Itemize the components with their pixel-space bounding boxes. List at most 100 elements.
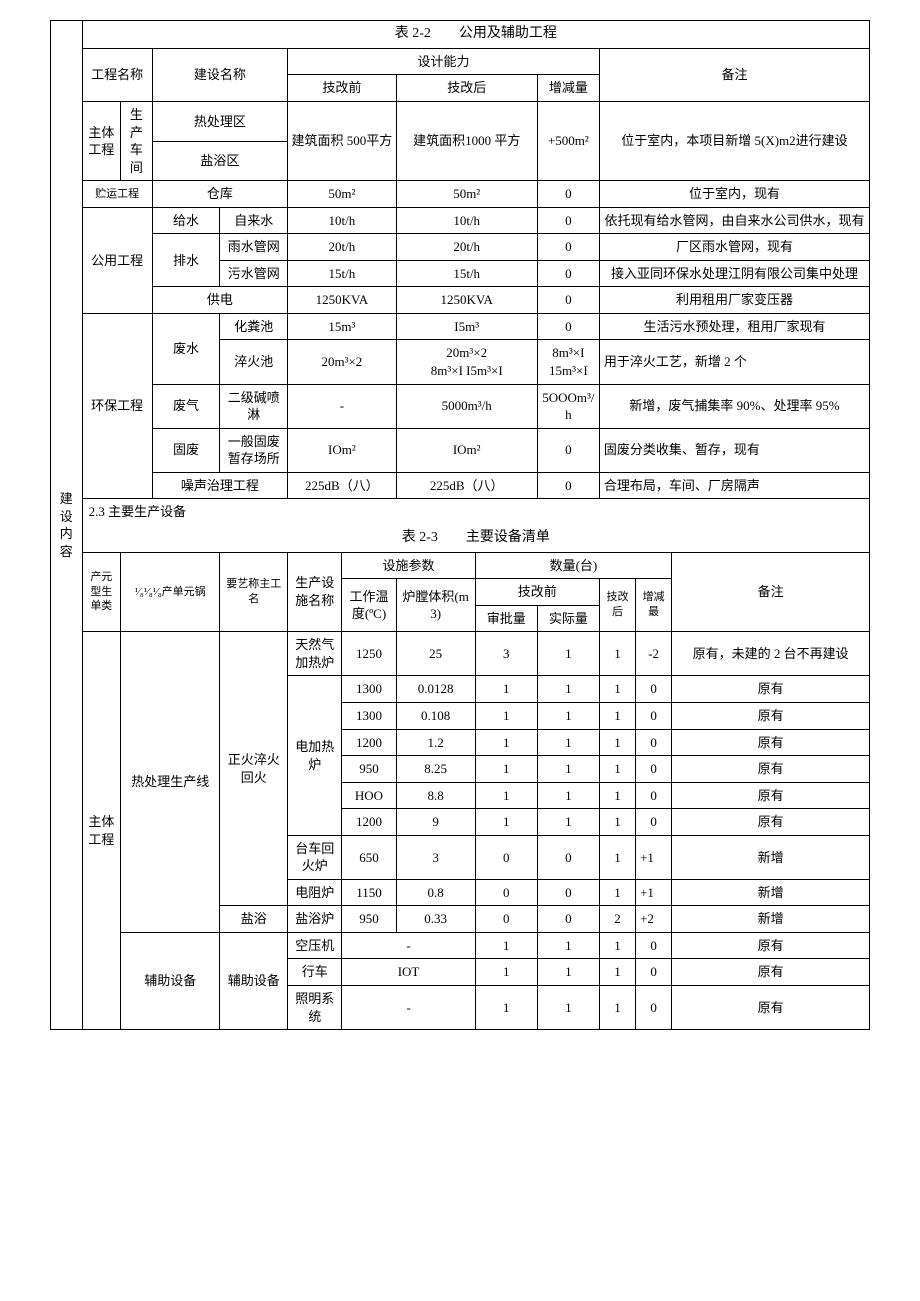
cell: 仓库: [152, 181, 288, 208]
cell: 0: [636, 729, 672, 756]
cell: +1: [636, 879, 672, 906]
page: 建设内容 表 2-2 公用及辅助工程 工程名称 建设名称 设计能力 备注 技改前…: [50, 20, 870, 1030]
cell: 原有: [672, 676, 870, 703]
cell: 8.8: [396, 782, 475, 809]
cell: 0: [475, 835, 537, 879]
cell: 5OOOm³/h: [537, 384, 599, 428]
cell: -2: [636, 632, 672, 676]
cell: 0: [636, 756, 672, 783]
cell: 新增: [672, 835, 870, 879]
cell: 1: [475, 809, 537, 836]
cell: 盐浴炉: [288, 906, 342, 933]
cell: 1: [599, 879, 635, 906]
cell: 固废分类收集、暂存，现有: [599, 428, 869, 472]
cell: 废气: [152, 384, 220, 428]
cell: 1: [475, 676, 537, 703]
cell: 3: [396, 835, 475, 879]
cell: 1: [599, 703, 635, 730]
table-row: 排水 雨水管网 20t/h 20t/h 0 厂区雨水管网，现有: [51, 234, 870, 261]
cell: 1: [475, 756, 537, 783]
cell: 1: [537, 756, 599, 783]
cell: 辅助设备: [121, 932, 220, 1029]
t23-h2: ¹⁄₈¹⁄₈¹⁄₈产单元锅: [121, 552, 220, 632]
cell: HOO: [342, 782, 396, 809]
cell: 1200: [342, 729, 396, 756]
table-row: 固废 一般固废暂存场所 IOm² IOm² 0 固废分类收集、暂存，现有: [51, 428, 870, 472]
cell: 热处理生产线: [121, 632, 220, 933]
cell: 50m²: [396, 181, 537, 208]
t23-h6a: 技改前: [475, 579, 599, 606]
cell: 天然气加热炉: [288, 632, 342, 676]
cell: 用于淬火工艺，新增 2 个: [599, 340, 869, 384]
t23-h6a1: 审批量: [475, 605, 537, 632]
cell: 0.8: [396, 879, 475, 906]
t23-h5b: 炉膛体积(m3): [396, 579, 475, 632]
t22-h-name: 工程名称: [82, 48, 152, 101]
outer-table: 建设内容 表 2-2 公用及辅助工程 工程名称 建设名称 设计能力 备注 技改前…: [50, 20, 870, 1030]
cell: 原有: [672, 729, 870, 756]
cell: 1300: [342, 703, 396, 730]
cell: 1.2: [396, 729, 475, 756]
t22-h-before: 技改前: [288, 75, 396, 102]
cell: 原有，未建的 2 台不再建设: [672, 632, 870, 676]
cell: +500m²: [537, 101, 599, 180]
cell: 1: [537, 986, 599, 1030]
cell: 3: [475, 632, 537, 676]
side-label: 建设内容: [51, 21, 83, 1030]
cell: 1: [599, 782, 635, 809]
cell: 空压机: [288, 932, 342, 959]
cell: 0: [537, 181, 599, 208]
cell: 原有: [672, 959, 870, 986]
cell: 0: [636, 959, 672, 986]
table-row: 公用工程 给水 自来水 10t/h 10t/h 0 依托现有给水管网，由自来水公…: [51, 207, 870, 234]
cell: 淬火池: [220, 340, 288, 384]
cell: 1250KVA: [396, 287, 537, 314]
t23-h5: 设施参数: [342, 552, 475, 579]
cell: 0: [475, 879, 537, 906]
cell: -: [288, 384, 396, 428]
cell: 225dB（八）: [288, 472, 396, 499]
cell: 225dB（八）: [396, 472, 537, 499]
cell: 1: [475, 986, 537, 1030]
t22-h-build: 建设名称: [152, 48, 288, 101]
cell: 原有: [672, 986, 870, 1030]
cell: 5000m³/h: [396, 384, 537, 428]
table-row: 辅助设备 辅助设备 空压机 - 1 1 1 0 原有: [51, 932, 870, 959]
cell: 20m³×2: [288, 340, 396, 384]
cell: 盐浴: [220, 906, 288, 933]
cell: 20m³×2 8m³×I I5m³×I: [396, 340, 537, 384]
cell: 固废: [152, 428, 220, 472]
cell: 1: [599, 756, 635, 783]
cell: 1: [599, 835, 635, 879]
cell: 1: [537, 703, 599, 730]
cell: 污水管网: [220, 260, 288, 287]
table-2-2-caption: 表 2-2 公用及辅助工程: [82, 21, 869, 49]
cell: 二级碱喷淋: [220, 384, 288, 428]
cell: 公用工程: [82, 207, 152, 313]
cell: 接入亚同环保水处理江阴有限公司集中处理: [599, 260, 869, 287]
cell: 1: [475, 932, 537, 959]
cell: 噪声治理工程: [152, 472, 288, 499]
cell: 1250: [342, 632, 396, 676]
cell: 0: [537, 472, 599, 499]
cell: 新增: [672, 879, 870, 906]
cell: 供电: [152, 287, 288, 314]
cell: 1200: [342, 809, 396, 836]
cell: 650: [342, 835, 396, 879]
cell: 新增，废气捕集率 90%、处理率 95%: [599, 384, 869, 428]
cell: 主体工程: [82, 632, 120, 1030]
t23-h6a2: 实际量: [537, 605, 599, 632]
cell: 电加热炉: [288, 676, 342, 835]
t23-h6c: 增减最: [636, 579, 672, 632]
cell: 生 产车间: [121, 101, 153, 180]
cell: 0: [537, 313, 599, 340]
cell: 1: [537, 632, 599, 676]
cell: 0: [537, 835, 599, 879]
t23-header-row1: 产元型生单类 ¹⁄₈¹⁄₈¹⁄₈产单元锅 要艺称主工名 生产设施名称 设施参数 …: [51, 552, 870, 579]
cell: 原有: [672, 756, 870, 783]
cell: 1: [599, 729, 635, 756]
cell: 950: [342, 906, 396, 933]
cell: 0: [537, 287, 599, 314]
cell: 20t/h: [288, 234, 396, 261]
cell: 1: [537, 959, 599, 986]
